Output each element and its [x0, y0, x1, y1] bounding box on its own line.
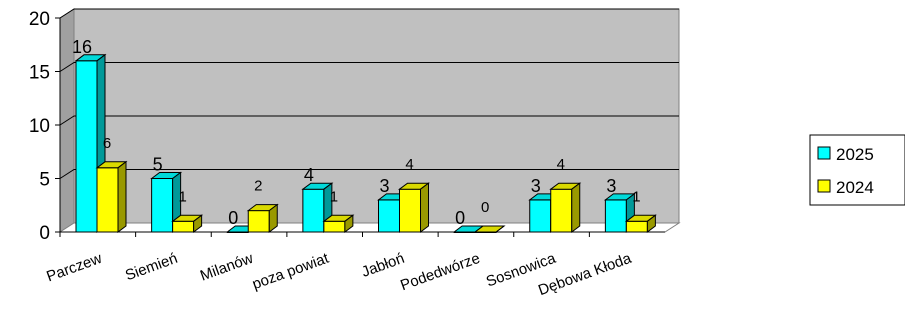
bar-2024-milanów [247, 210, 270, 233]
data-label-2025-jabłoń: 3 [379, 176, 389, 196]
x-tick-label: Parczew [44, 250, 104, 286]
data-label-2024-parczew: 6 [103, 135, 111, 152]
bar-2024-siemień [172, 220, 195, 233]
data-label-2024-podedwórze: 0 [481, 199, 489, 216]
gridline [59, 62, 679, 72]
bar-side-2024-siemień [193, 214, 203, 233]
bar-side-2024-poza-powiat [344, 214, 354, 233]
bar-2024-sosnowica [550, 188, 573, 233]
bar-2024-poza-powiat [323, 220, 346, 233]
x-tick-label: Podedwórze [398, 250, 482, 294]
data-label-2025-poza-powiat: 4 [304, 165, 314, 185]
data-label-2025-siemień: 5 [153, 155, 163, 175]
x-tick-label: poza powiat [250, 250, 332, 294]
data-label-2024-sosnowica: 4 [557, 156, 565, 173]
bar-2025-siemień [151, 178, 174, 233]
bar-side-2024-podedwórze [495, 225, 505, 233]
data-label-2025-sosnowica: 3 [531, 176, 541, 196]
data-label-2024-jabłoń: 4 [405, 156, 413, 173]
bar-side-2024-parczew [117, 160, 127, 233]
bar-2024-parczew [96, 167, 119, 233]
data-label-2024-milanów: 2 [254, 178, 262, 195]
x-tick-label: Milanów [198, 250, 256, 285]
bar-2025-dębowa-kłoda [604, 199, 627, 233]
bar-side-2024-jabłoń [420, 182, 429, 233]
bar-2025-parczew [75, 60, 98, 233]
bar-side-2024-dębowa-kłoda [646, 214, 656, 233]
bar-2025-poza-powiat [302, 188, 325, 233]
y-tick-label: 15 [29, 63, 50, 84]
gridline [59, 8, 679, 19]
data-label-2024-siemień: 1 [178, 188, 186, 205]
data-label-2025-parczew: 16 [72, 37, 92, 57]
data-label-2024-poza-powiat: 1 [330, 188, 338, 205]
gridline [59, 115, 679, 126]
y-tick-label: 0 [39, 223, 50, 244]
bar-2024-jabłoń [399, 188, 421, 233]
data-label-2025-podedwórze: 0 [455, 208, 465, 228]
legend: 2025 2024 [809, 134, 905, 206]
x-tick-label: Siemień [123, 250, 180, 285]
legend-label-2025: 2025 [836, 145, 874, 164]
data-label-2025-dębowa-kłoda: 3 [606, 176, 616, 196]
legend-swatch-2025 [817, 146, 831, 160]
legend-swatch-2024 [817, 179, 831, 193]
bar-side-2024-milanów [268, 203, 278, 233]
bar-side-2024-sosnowica [571, 182, 581, 233]
y-tick-label: 10 [29, 116, 50, 137]
gridline [59, 169, 679, 179]
bar-2024-dębowa-kłoda [625, 220, 648, 233]
legend-label-2024: 2024 [836, 178, 874, 197]
bars [74, 53, 657, 233]
y-tick-label: 5 [39, 170, 50, 191]
data-label-2025-milanów: 0 [228, 208, 238, 228]
data-label-2024-dębowa-kłoda: 1 [632, 188, 640, 205]
bar-2025-sosnowica [529, 199, 552, 233]
x-tick-label: Jabłoń [359, 250, 406, 281]
bar-2025-jabłoń [378, 199, 400, 233]
y-tick-label: 20 [29, 9, 50, 30]
